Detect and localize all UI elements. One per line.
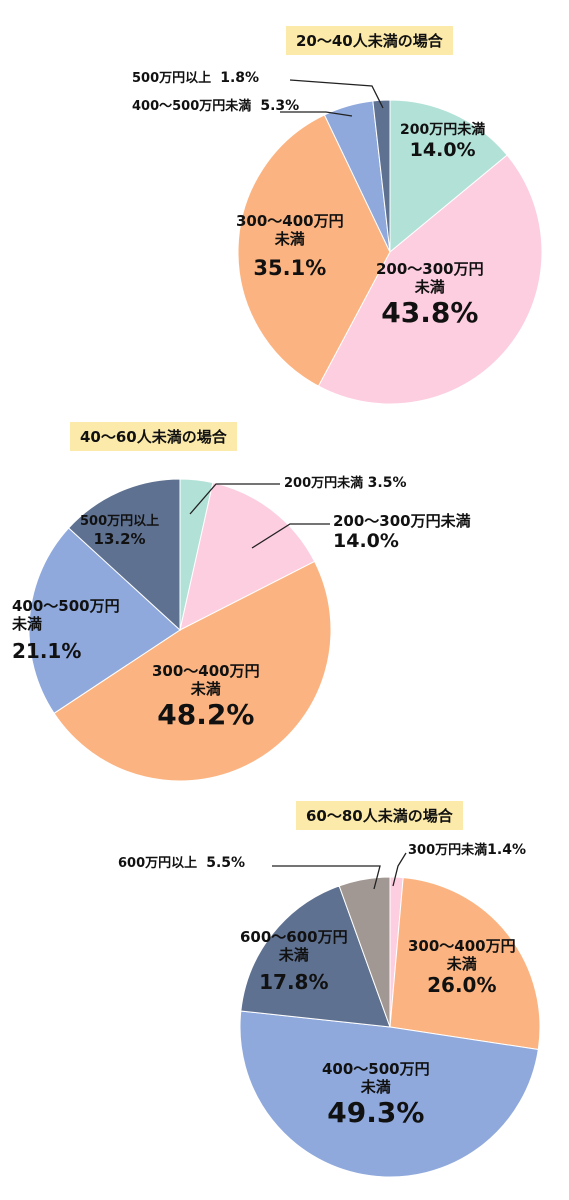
chart-1-slice-2 bbox=[237, 114, 391, 387]
chart-2-slice-2 bbox=[53, 560, 332, 782]
chart-3-slice-2 bbox=[239, 1010, 539, 1178]
chart-2-title: 40〜60人未満の場合 bbox=[70, 422, 237, 451]
chart-3-leader-line-0 bbox=[392, 852, 407, 887]
chart-2-label-slice-4: 500万円以上 13.2% bbox=[80, 514, 160, 548]
chart-2-label-slice-0: 200万円未満 3.5% bbox=[284, 475, 407, 491]
chart-3-slice-1 bbox=[389, 877, 541, 1051]
chart-3-leader-line-4 bbox=[272, 865, 381, 890]
chart-1-slice-4 bbox=[372, 99, 391, 253]
chart-2-slice-1 bbox=[179, 482, 316, 631]
chart-1-title: 20〜40人未満の場合 bbox=[286, 26, 453, 55]
chart-1-label-slice-1: 200〜300万円 未満 43.8% bbox=[376, 260, 484, 329]
chart-2-leader-line-1 bbox=[251, 523, 330, 549]
chart-2-label-slice-2: 300〜400万円 未満 48.2% bbox=[152, 662, 260, 731]
chart-2-slice-4 bbox=[67, 478, 181, 632]
chart-2-slice-3 bbox=[28, 527, 181, 714]
chart-2-label-slice-3: 400〜500万円 未満 21.1% bbox=[12, 597, 120, 663]
chart-3-label-slice-4: 600万円以上 5.5% bbox=[118, 855, 246, 871]
chart-3-slice-4 bbox=[338, 876, 391, 1028]
chart-3-label-slice-0: 300万円未満1.4% bbox=[408, 842, 526, 858]
chart-3-title: 60〜80人未満の場合 bbox=[296, 801, 463, 830]
chart-1-leader-line-4 bbox=[289, 79, 384, 109]
chart-3-label-slice-1: 300〜400万円 未満 26.0% bbox=[408, 937, 516, 997]
chart-3-label-slice-2: 400〜500万円 未満 49.3% bbox=[322, 1060, 430, 1129]
chart-1-leader-line-3 bbox=[280, 111, 353, 117]
chart-1-slice-0 bbox=[389, 99, 508, 254]
chart-3-slice-3 bbox=[240, 885, 391, 1028]
chart-1-label-slice-2: 300〜400万円 未満 35.1% bbox=[236, 212, 344, 280]
chart-1-label-slice-3: 400〜500万円未満 5.3% bbox=[132, 98, 300, 114]
chart-2-label-slice-1: 200〜300万円未満 14.0% bbox=[333, 512, 471, 552]
chart-1-slice-1 bbox=[317, 154, 543, 405]
chart-1-label-slice-0: 200万円未満 14.0% bbox=[400, 122, 486, 161]
chart-2-leader-line-0 bbox=[189, 483, 280, 515]
chart-1-label-slice-4: 500万円以上 1.8% bbox=[132, 70, 260, 86]
chart-3-label-slice-3: 600〜600万円 未満 17.8% bbox=[240, 928, 348, 994]
